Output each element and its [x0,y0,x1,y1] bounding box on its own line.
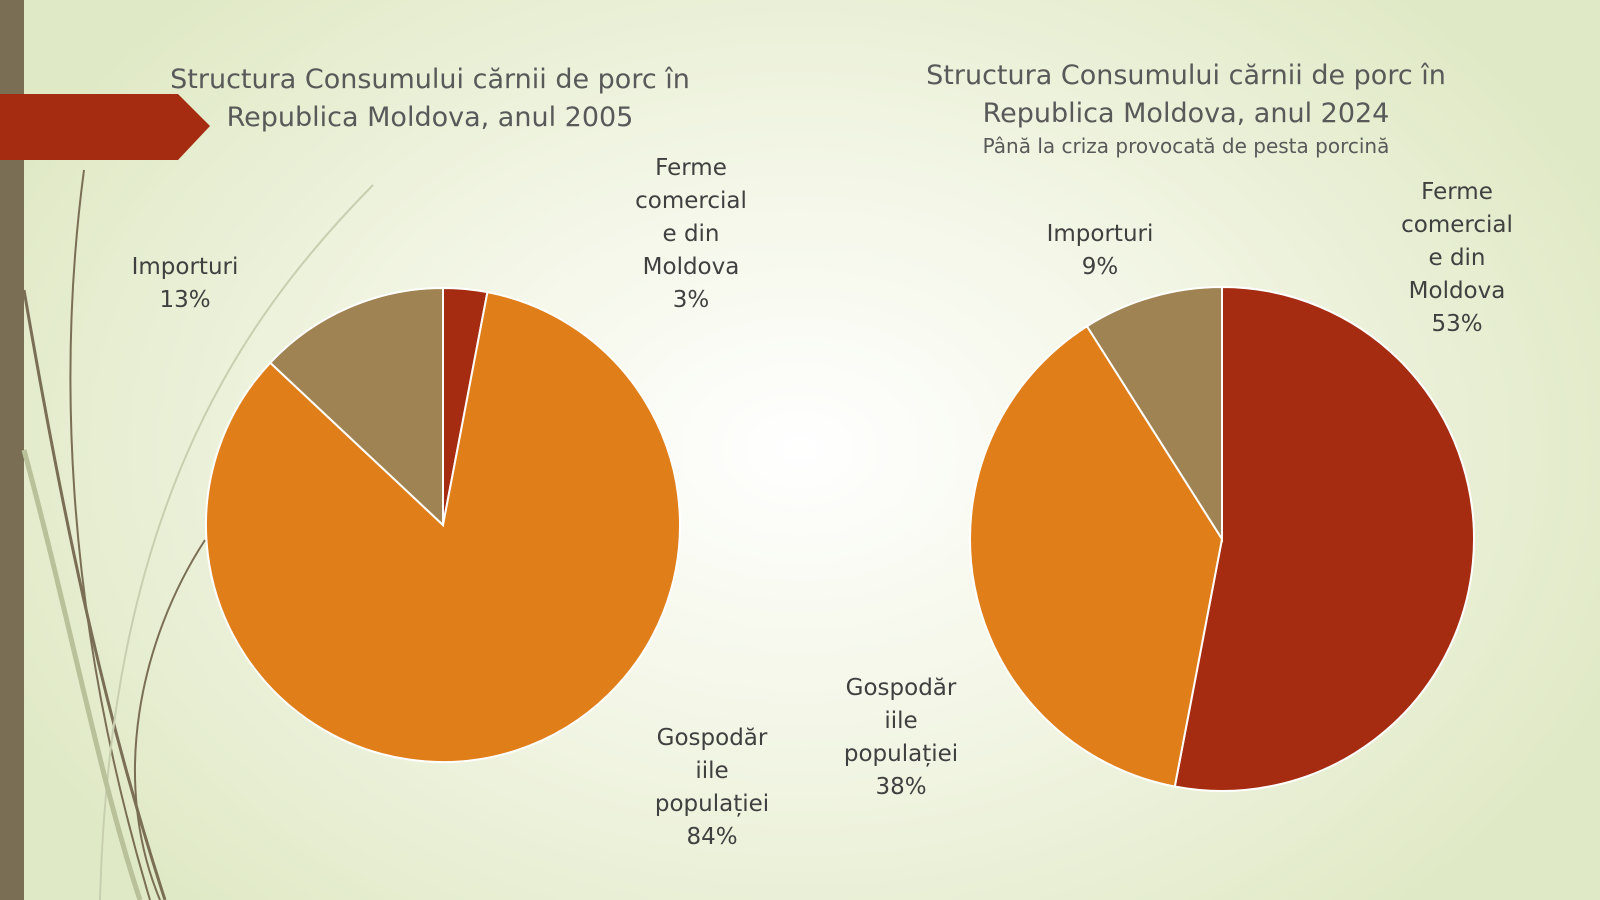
chart-1-pie [205,286,681,763]
chart-2-title: Structura Consumului cărnii de porc în R… [866,57,1506,133]
label-percent: 13% [159,287,211,313]
pie-slice-1-3 [268,286,444,528]
label-line: Ferme [1421,179,1493,205]
chart-2-label-ferme: Ferme comercial e din Moldova 53% [1362,176,1552,341]
pie-slice-2-1 [1173,285,1475,792]
label-line: e din [662,221,720,247]
pie-slice-1-2 [205,291,681,763]
chart-1-title-line-1: Structura Consumului cărnii de porc în [170,64,690,95]
label-line: comercial [635,188,747,214]
label-line: populației [843,741,959,767]
chart-2-subtitle: Până la criza provocată de pesta porcină [982,134,1390,158]
chart-1-title: Structura Consumului cărnii de porc în R… [110,61,750,137]
decorative-curve [99,184,374,900]
chart-1-title-line-2: Republica Moldova, anul 2005 [226,102,634,133]
label-line: comercial [1401,212,1513,238]
chart-2-label-importuri: Importuri 9% [1010,218,1190,284]
chart-2-label-gospodarii: Gospodăr iile populației 38% [806,672,996,804]
label-line: iile [695,758,729,784]
label-percent: 3% [672,287,710,313]
label-line: Gospodăr [656,725,768,751]
label-percent: 38% [875,774,927,800]
label-line: populației [654,791,770,817]
label-line: Ferme [655,155,727,181]
label-line: Moldova [642,254,740,280]
title-arrow-banner [0,94,210,160]
label-percent: 9% [1081,254,1119,280]
label-line: Importuri [131,254,239,280]
label-percent: 84% [686,824,738,850]
chart-1-label-gospodarii: Gospodăr iile populației 84% [617,722,807,854]
label-percent: 53% [1431,311,1483,337]
chart-2-pie [969,285,1475,792]
chart-1-label-importuri: Importuri 13% [95,251,275,317]
decorative-curve [133,539,206,900]
decorative-curve [22,289,167,900]
pie-slice-2-3 [1085,285,1223,543]
chart-1-label-ferme: Ferme comercial e din Moldova 3% [596,152,786,317]
decorative-curve [21,449,143,900]
decorative-curve [69,169,151,900]
label-line: Importuri [1046,221,1154,247]
chart-2-title-line-1: Structura Consumului cărnii de porc în [926,60,1446,91]
label-line: Gospodăr [845,675,957,701]
label-line: e din [1428,245,1486,271]
chart-2-title-line-2: Republica Moldova, anul 2024 [982,98,1390,129]
label-line: iile [884,708,918,734]
label-line: Moldova [1408,278,1506,304]
